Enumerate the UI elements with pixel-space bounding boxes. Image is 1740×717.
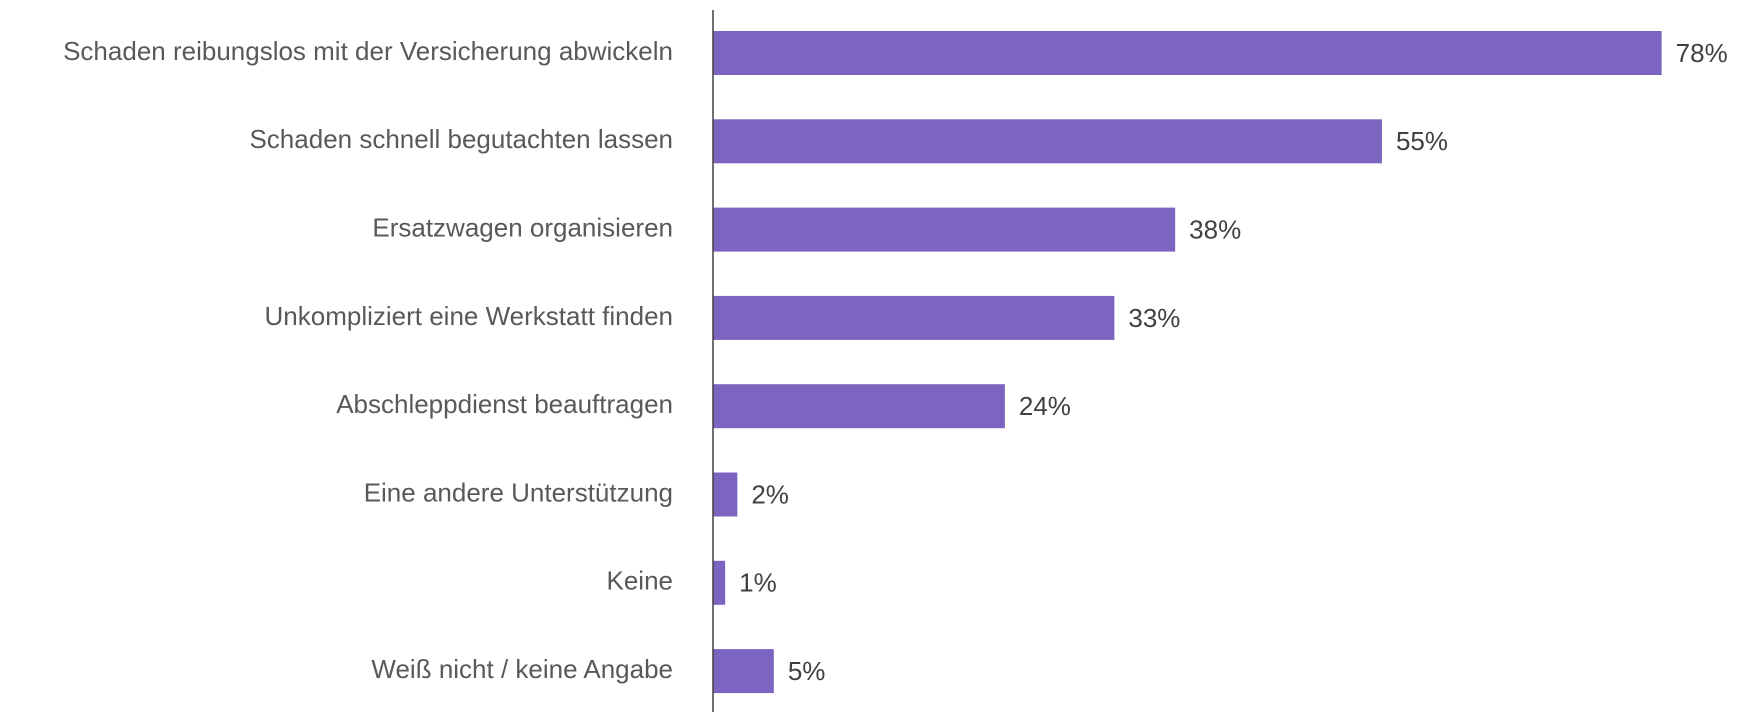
category-label: Ersatzwagen organisieren xyxy=(372,212,673,242)
bar xyxy=(713,119,1382,164)
value-label: 55% xyxy=(1396,126,1448,156)
value-label: 24% xyxy=(1019,391,1071,421)
value-label: 2% xyxy=(751,479,789,509)
bar xyxy=(713,31,1662,75)
bar xyxy=(713,207,1176,252)
value-label: 78% xyxy=(1676,38,1728,68)
value-label: 5% xyxy=(788,656,826,686)
category-label: Abschleppdienst beauftragen xyxy=(336,389,673,419)
value-label: 1% xyxy=(739,568,777,598)
bar xyxy=(713,560,726,605)
category-label: Schaden reibungslos mit der Versicherung… xyxy=(63,36,673,66)
value-label: 33% xyxy=(1128,303,1180,333)
category-label: Keine xyxy=(607,566,674,596)
category-label: Schaden schnell begutachten lassen xyxy=(249,124,673,154)
value-label: 38% xyxy=(1189,214,1241,244)
bar xyxy=(713,472,738,517)
category-label: Weiß nicht / keine Angabe xyxy=(371,654,673,684)
category-label: Eine andere Unterstützung xyxy=(364,477,673,507)
category-label: Unkompliziert eine Werkstatt finden xyxy=(265,301,673,331)
bar xyxy=(713,384,1005,429)
bar xyxy=(713,649,774,694)
bar xyxy=(713,295,1115,340)
